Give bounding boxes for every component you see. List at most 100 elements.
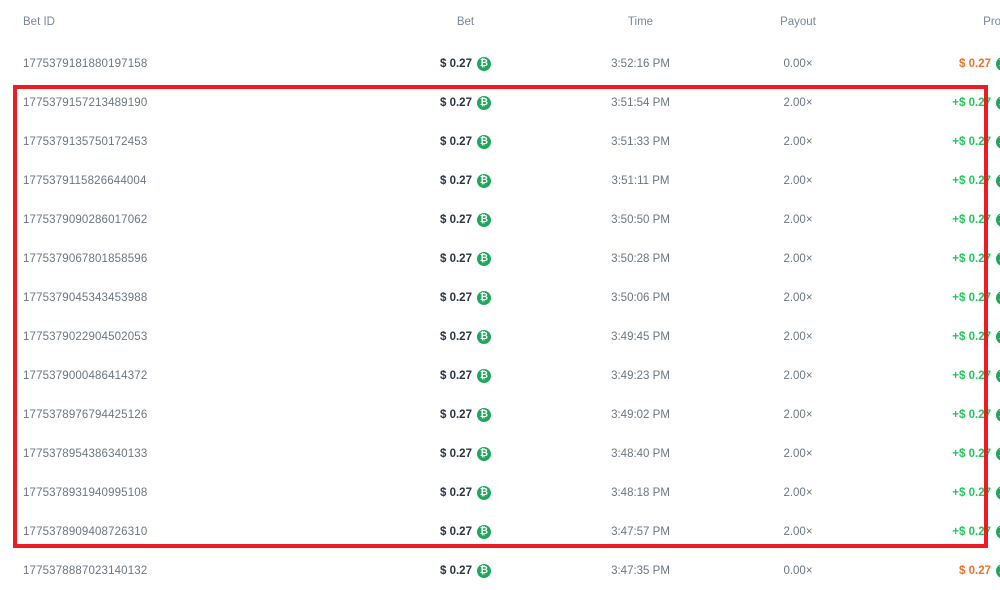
bet-amount: $ 0.27 (440, 368, 491, 383)
table-body: 1775379181880197158$ 0.273:52:16 PM0.00×… (0, 44, 1000, 590)
cell-profit: +$ 0.27 (868, 83, 1000, 122)
cell-time: 3:51:11 PM (553, 161, 728, 200)
bet-amount-text: $ 0.27 (440, 96, 472, 109)
column-header-profit[interactable]: Profit (868, 0, 1000, 44)
bitcoin-coin-icon (476, 446, 491, 461)
bitcoin-coin-icon (476, 485, 491, 500)
column-header-bet[interactable]: Bet (378, 0, 553, 44)
cell-bet-id[interactable]: 1775379022904502053 (0, 317, 378, 356)
cell-payout: 2.00× (728, 122, 868, 161)
bet-amount: $ 0.27 (440, 524, 491, 539)
table-row[interactable]: 1775379022904502053 $ 0.27 3:49:45 PM2.00×… (0, 317, 1000, 356)
table-row[interactable]: 1775379000486414372 $ 0.27 3:49:23 PM2.00×… (0, 356, 1000, 395)
bitcoin-coin-icon (476, 173, 491, 188)
profit-amount: +$ 0.27 (952, 368, 1000, 383)
bitcoin-coin-icon (476, 368, 491, 383)
bet-amount: $ 0.27 (440, 251, 491, 266)
cell-time: 3:47:35 PM (553, 551, 728, 590)
bet-amount: $ 0.27 (440, 407, 491, 422)
cell-bet-amount: $ 0.27 (378, 161, 553, 200)
bet-amount: $ 0.27 (440, 563, 491, 578)
cell-bet-amount: $ 0.27 (378, 200, 553, 239)
bitcoin-coin-icon (996, 134, 1000, 149)
profit-amount: $ 0.27 (959, 563, 1000, 578)
cell-payout: 2.00× (728, 434, 868, 473)
table-row[interactable]: 1775378909408726310 $ 0.27 3:47:57 PM2.00×… (0, 512, 1000, 551)
cell-payout: 2.00× (728, 83, 868, 122)
table-row[interactable]: 1775379135750172453 $ 0.27 3:51:33 PM2.00×… (0, 122, 1000, 161)
cell-profit: +$ 0.27 (868, 473, 1000, 512)
cell-payout: 2.00× (728, 278, 868, 317)
cell-time: 3:50:28 PM (553, 239, 728, 278)
table-row[interactable]: 1775379067801858596 $ 0.27 3:50:28 PM2.00×… (0, 239, 1000, 278)
bitcoin-coin-icon (476, 524, 491, 539)
bet-amount-text: $ 0.27 (440, 135, 472, 148)
bet-amount-text: $ 0.27 (440, 330, 472, 343)
cell-bet-id[interactable]: 1775379090286017062 (0, 200, 378, 239)
table-row[interactable]: 1775378931940995108 $ 0.27 3:48:18 PM2.00×… (0, 473, 1000, 512)
bitcoin-coin-icon (996, 290, 1000, 305)
cell-bet-id[interactable]: 1775379157213489190 (0, 83, 378, 122)
table-row[interactable]: 1775379090286017062 $ 0.27 3:50:50 PM2.00×… (0, 200, 1000, 239)
profit-amount-text: $ 0.27 (959, 564, 991, 577)
bitcoin-coin-icon (476, 563, 491, 578)
bitcoin-coin-icon (996, 251, 1000, 266)
cell-bet-id[interactable]: 1775379000486414372 (0, 356, 378, 395)
table-row[interactable]: 1775379181880197158 $ 0.27 3:52:16 PM0.00×… (0, 44, 1000, 83)
cell-time: 3:48:40 PM (553, 434, 728, 473)
cell-bet-id[interactable]: 1775379115826644004 (0, 161, 378, 200)
profit-amount: +$ 0.27 (952, 173, 1000, 188)
table-row[interactable]: 1775379045343453988 $ 0.27 3:50:06 PM2.00×… (0, 278, 1000, 317)
bet-amount: $ 0.27 (440, 485, 491, 500)
table-row[interactable]: 1775378976794425126 $ 0.27 3:49:02 PM2.00×… (0, 395, 1000, 434)
cell-payout: 2.00× (728, 317, 868, 356)
cell-bet-id[interactable]: 1775378954386340133 (0, 434, 378, 473)
profit-amount-text: +$ 0.27 (952, 252, 991, 265)
bet-amount-text: $ 0.27 (440, 252, 472, 265)
cell-payout: 2.00× (728, 356, 868, 395)
table-row[interactable]: 1775379157213489190 $ 0.27 3:51:54 PM2.00×… (0, 83, 1000, 122)
cell-bet-id[interactable]: 1775378887023140132 (0, 551, 378, 590)
profit-amount: +$ 0.27 (952, 407, 1000, 422)
bet-amount-text: $ 0.27 (440, 408, 472, 421)
cell-bet-id[interactable]: 1775379045343453988 (0, 278, 378, 317)
cell-bet-id[interactable]: 1775379181880197158 (0, 44, 378, 83)
cell-bet-id[interactable]: 1775379135750172453 (0, 122, 378, 161)
bet-amount-text: $ 0.27 (440, 486, 472, 499)
table-header-row: Bet ID Bet Time Payout Profit (0, 0, 1000, 44)
bitcoin-coin-icon (996, 524, 1000, 539)
bitcoin-coin-icon (476, 251, 491, 266)
profit-amount-text: +$ 0.27 (952, 486, 991, 499)
bet-amount-text: $ 0.27 (440, 447, 472, 460)
profit-amount-text: +$ 0.27 (952, 96, 991, 109)
cell-bet-id[interactable]: 1775379067801858596 (0, 239, 378, 278)
cell-bet-amount: $ 0.27 (378, 278, 553, 317)
table-row[interactable]: 1775379115826644004 $ 0.27 3:51:11 PM2.00×… (0, 161, 1000, 200)
cell-bet-id[interactable]: 1775378931940995108 (0, 473, 378, 512)
column-header-bet-id[interactable]: Bet ID (0, 0, 378, 44)
bitcoin-coin-icon (996, 563, 1000, 578)
cell-payout: 2.00× (728, 200, 868, 239)
cell-bet-id[interactable]: 1775378976794425126 (0, 395, 378, 434)
bet-amount: $ 0.27 (440, 212, 491, 227)
table-row[interactable]: 1775378954386340133 $ 0.27 3:48:40 PM2.00×… (0, 434, 1000, 473)
profit-amount: +$ 0.27 (952, 95, 1000, 110)
cell-bet-amount: $ 0.27 (378, 395, 553, 434)
bitcoin-coin-icon (996, 212, 1000, 227)
cell-time: 3:49:45 PM (553, 317, 728, 356)
column-header-payout[interactable]: Payout (728, 0, 868, 44)
bet-amount-text: $ 0.27 (440, 564, 472, 577)
bitcoin-coin-icon (476, 212, 491, 227)
bitcoin-coin-icon (476, 290, 491, 305)
cell-bet-id[interactable]: 1775378909408726310 (0, 512, 378, 551)
column-header-time[interactable]: Time (553, 0, 728, 44)
profit-amount: +$ 0.27 (952, 329, 1000, 344)
table-row[interactable]: 1775378887023140132 $ 0.27 3:47:35 PM0.00×… (0, 551, 1000, 590)
profit-amount: +$ 0.27 (952, 524, 1000, 539)
profit-amount-text: +$ 0.27 (952, 525, 991, 538)
bet-amount: $ 0.27 (440, 95, 491, 110)
profit-amount-text: +$ 0.27 (952, 135, 991, 148)
profit-amount-text: +$ 0.27 (952, 369, 991, 382)
cell-payout: 0.00× (728, 44, 868, 83)
